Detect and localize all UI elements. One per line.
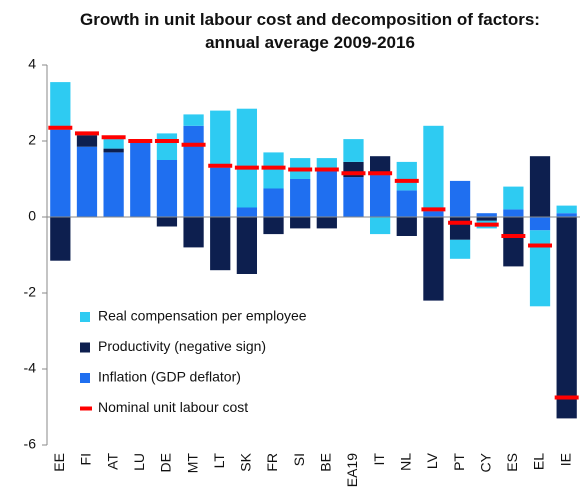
bar-segment — [316, 171, 337, 217]
bar-segment — [103, 148, 124, 153]
x-tick-label: EE — [51, 453, 67, 472]
bar-segment — [156, 217, 178, 227]
bar-segment — [183, 114, 204, 126]
x-tick-label: ES — [504, 453, 520, 472]
legend-label: Productivity (negative sign) — [98, 338, 266, 354]
bar-segment — [263, 188, 284, 217]
bar-segment — [156, 133, 178, 160]
x-tick-label: FR — [264, 453, 280, 472]
legend-label: Real compensation per employee — [98, 308, 307, 324]
bar-segment — [290, 179, 311, 217]
bar-segment — [476, 213, 497, 217]
y-tick-label: -2 — [24, 284, 37, 300]
bar-segment — [103, 152, 124, 217]
bar-segment — [449, 217, 471, 240]
x-tick-label: EL — [531, 453, 547, 470]
bar-segment — [236, 108, 258, 208]
bar-segment — [263, 217, 284, 235]
bar-segment — [529, 230, 551, 307]
x-tick-label: SI — [291, 453, 307, 466]
bar-segment — [316, 217, 337, 229]
bar-segment — [396, 190, 417, 217]
bar-segment — [529, 217, 551, 231]
legend-swatch — [80, 373, 90, 383]
bar-segment — [290, 217, 311, 229]
bar-segment — [183, 217, 204, 248]
x-tick-label: IE — [557, 453, 573, 466]
x-tick-label: BE — [318, 453, 334, 472]
bar-segment — [503, 217, 524, 267]
bar-segment — [449, 239, 471, 259]
bar-segment — [529, 156, 551, 217]
bar-segment — [236, 207, 258, 217]
bar-segment — [103, 139, 124, 149]
bar-segment — [503, 209, 524, 217]
bar-segment — [423, 211, 444, 217]
bar-segment — [556, 217, 577, 419]
bar-segment — [263, 152, 284, 189]
chart-title: Growth in unit labour cost and decomposi… — [80, 10, 540, 52]
bar-segment — [183, 125, 204, 217]
bar-segment — [556, 205, 577, 214]
y-tick-label: 2 — [28, 132, 36, 148]
bar-segment — [423, 125, 444, 212]
x-tick-label: LT — [211, 453, 227, 469]
bar-segment — [503, 186, 524, 210]
legend-label: Nominal unit labour cost — [98, 399, 248, 415]
bar-segment — [236, 217, 258, 274]
bar-segment — [156, 160, 178, 217]
bar-segment — [556, 213, 577, 217]
bar-segment — [50, 217, 71, 261]
bar-segment — [50, 129, 71, 217]
x-tick-label: IT — [371, 453, 387, 466]
x-tick-label: AT — [104, 453, 120, 470]
bar-segment — [343, 177, 364, 217]
x-tick-label: EA19 — [344, 453, 360, 487]
legend-swatch — [80, 312, 90, 322]
x-tick-label: LU — [131, 453, 147, 471]
x-tick-label: PT — [451, 453, 467, 471]
bar-segment — [369, 156, 391, 176]
bar-segment — [210, 167, 231, 217]
y-tick-label: 0 — [28, 208, 36, 224]
bar-segment — [423, 217, 444, 301]
bar-segment — [210, 110, 231, 168]
bar-segment — [343, 139, 364, 162]
y-tick-label: -6 — [24, 436, 37, 452]
y-tick-label: 4 — [28, 56, 36, 72]
bar-segment — [130, 142, 151, 217]
bar-segment — [76, 135, 98, 147]
x-tick-label: FI — [78, 453, 94, 465]
bar-segment — [50, 82, 71, 130]
x-tick-label: SK — [238, 452, 254, 471]
x-tick-label: MT — [184, 453, 200, 474]
bar-segment — [396, 161, 417, 191]
bar-segment — [396, 217, 417, 236]
legend-swatch — [80, 342, 90, 353]
x-tick-label: NL — [397, 453, 413, 471]
bar-segment — [369, 175, 391, 217]
y-tick-label: -4 — [24, 360, 37, 376]
bar-segment — [476, 217, 497, 221]
bar-segment — [210, 217, 231, 271]
legend-label: Inflation (GDP deflator) — [98, 369, 241, 385]
bar-segment — [76, 146, 98, 217]
bar-segment — [369, 217, 391, 235]
x-tick-label: DE — [158, 453, 174, 472]
x-tick-label: LV — [424, 452, 440, 469]
x-tick-label: CY — [477, 452, 493, 472]
bar-segment — [449, 180, 471, 217]
